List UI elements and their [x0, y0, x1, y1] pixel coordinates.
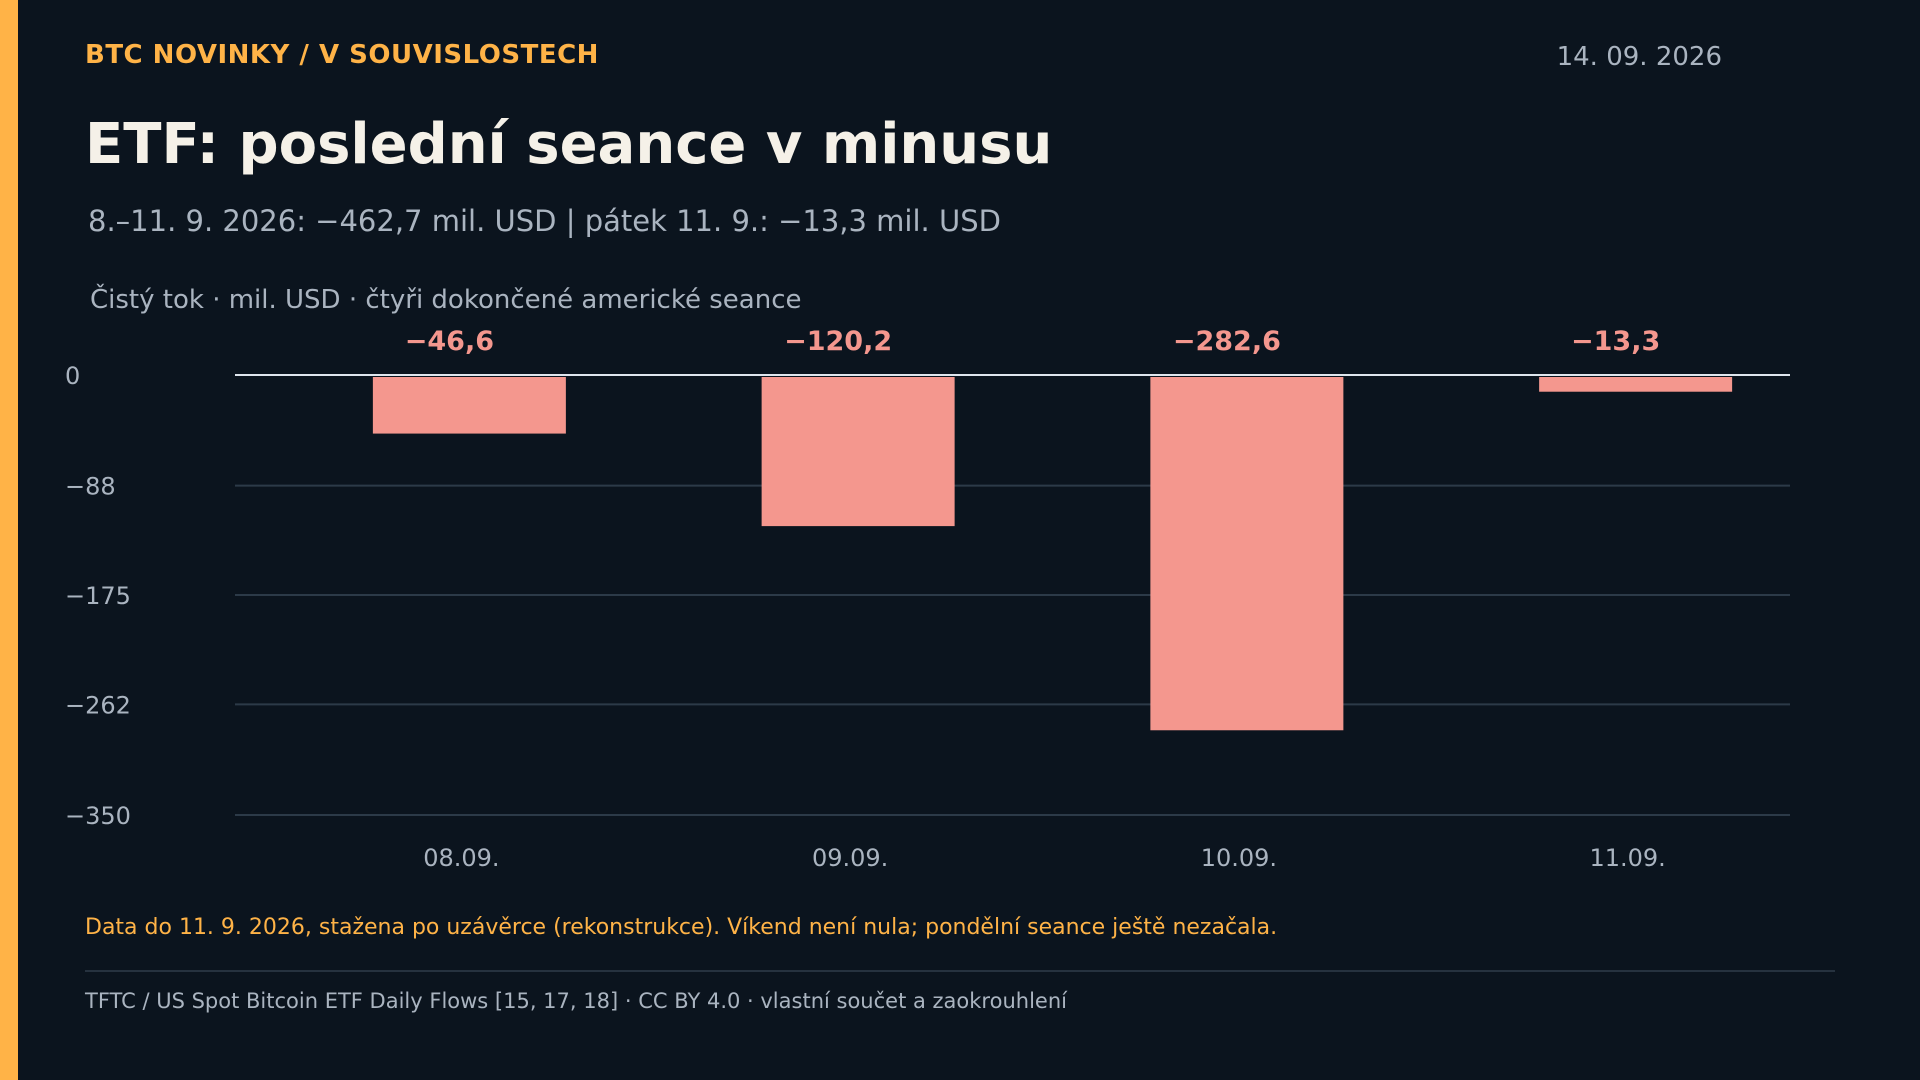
x-tick-label: 08.09.	[423, 844, 499, 872]
bar	[761, 377, 955, 527]
y-tick-label: −88	[65, 473, 116, 501]
bar	[1150, 377, 1344, 731]
y-tick-label: −350	[65, 802, 131, 830]
bar-value-label: −282,6	[1173, 326, 1281, 357]
y-tick-label: −175	[65, 582, 131, 610]
y-tick-label: −262	[65, 691, 131, 719]
section-kicker: BTC NOVINKY / V SOUVISLOSTECH	[85, 40, 599, 70]
chart-caption: Čistý tok · mil. USD · čtyři dokončené a…	[90, 283, 801, 315]
bar-value-label: −13,3	[1571, 326, 1660, 357]
publish-date: 14. 09. 2026	[1556, 42, 1722, 72]
source-credit: TFTC / US Spot Bitcoin ETF Daily Flows […	[85, 989, 1067, 1013]
bar	[372, 377, 566, 434]
x-tick-label: 10.09.	[1201, 844, 1277, 872]
page-subtitle: 8.–11. 9. 2026: −462,7 mil. USD | pátek …	[88, 204, 1001, 238]
footer-divider	[85, 970, 1835, 972]
bar	[1539, 377, 1733, 392]
x-tick-label: 11.09.	[1589, 844, 1665, 872]
y-tick-label: 0	[65, 362, 80, 390]
bar-value-label: −46,6	[405, 326, 494, 357]
data-note: Data do 11. 9. 2026, stažena po uzávěrce…	[85, 915, 1278, 940]
accent-bar	[0, 0, 18, 1080]
bar-value-label: −120,2	[784, 326, 892, 357]
page-title: ETF: poslední seance v minusu	[85, 112, 1053, 177]
x-tick-label: 09.09.	[812, 844, 888, 872]
